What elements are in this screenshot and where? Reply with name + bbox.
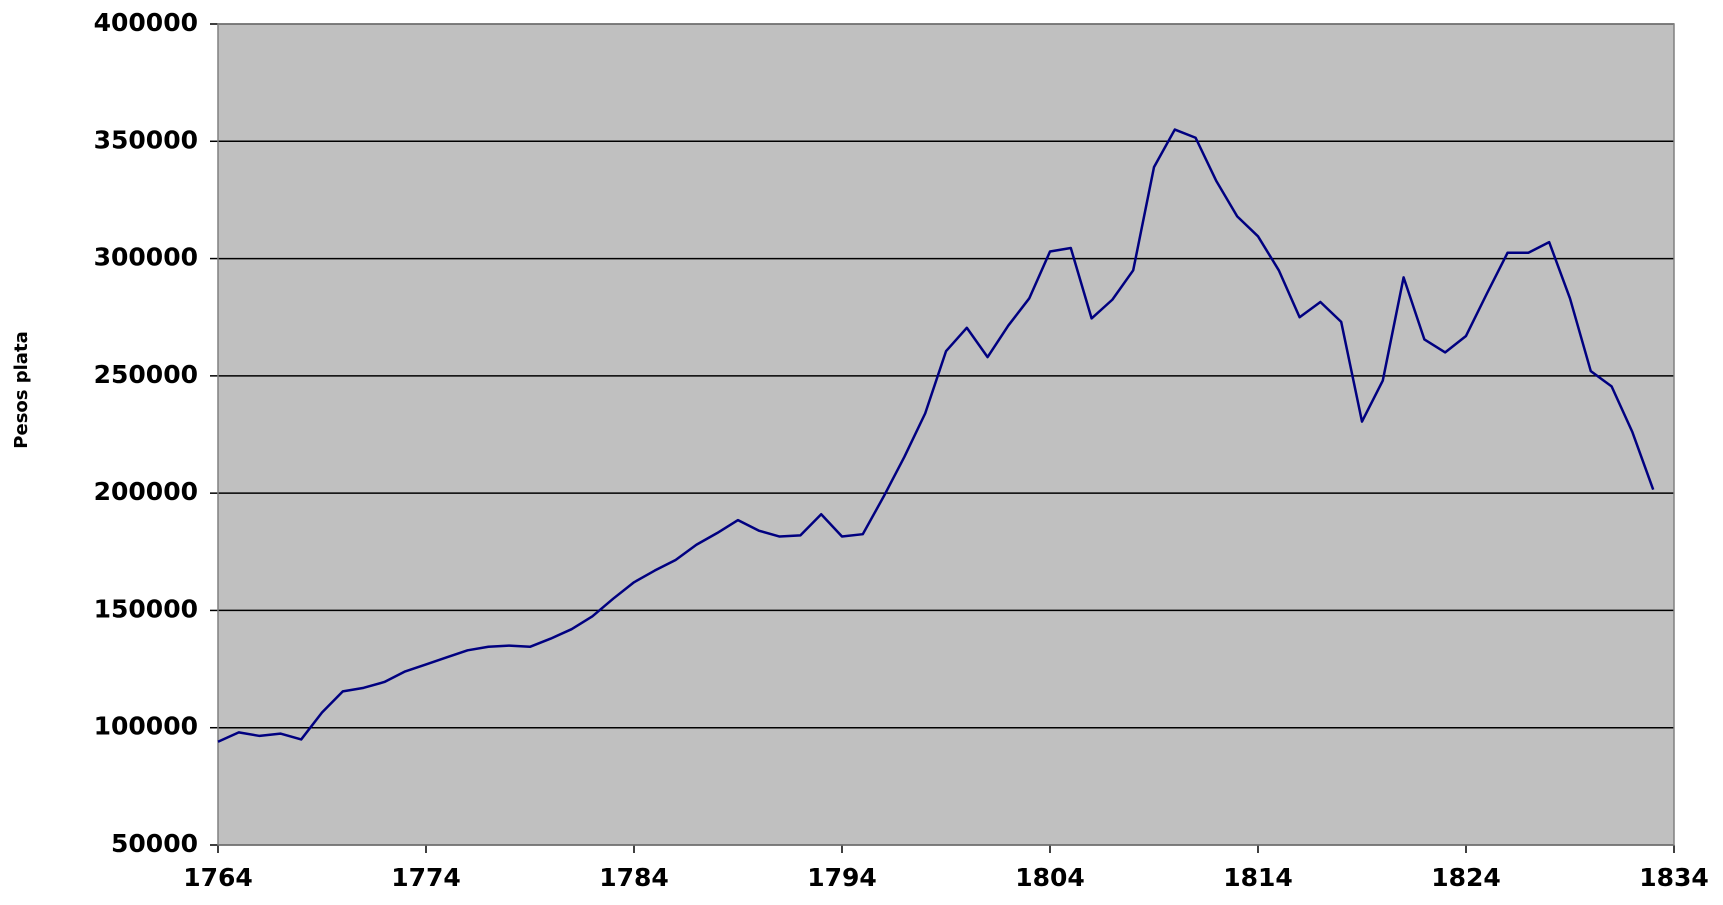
plot-area xyxy=(218,24,1674,845)
x-tick-label: 1814 xyxy=(1223,863,1293,892)
y-tick-label: 400000 xyxy=(94,8,198,37)
y-tick-label: 50000 xyxy=(111,829,198,858)
plot-border xyxy=(217,23,1675,846)
x-tick-label: 1764 xyxy=(183,863,253,892)
x-tick-label: 1794 xyxy=(807,863,877,892)
y-tick-label: 150000 xyxy=(94,594,198,623)
y-tick-label: 100000 xyxy=(94,712,198,741)
y-tick-label: 300000 xyxy=(94,243,198,272)
x-tick-label: 1804 xyxy=(1015,863,1085,892)
x-tick-label: 1834 xyxy=(1639,863,1709,892)
y-axis-label: Pesos plata xyxy=(11,331,32,448)
y-tick-label: 200000 xyxy=(94,477,198,506)
y-tick-label: 350000 xyxy=(94,125,198,154)
y-tick-label: 250000 xyxy=(94,360,198,389)
x-tick-label: 1824 xyxy=(1431,863,1501,892)
x-tick-label: 1774 xyxy=(391,863,461,892)
data-line xyxy=(217,128,1655,743)
x-tick-label: 1784 xyxy=(599,863,669,892)
